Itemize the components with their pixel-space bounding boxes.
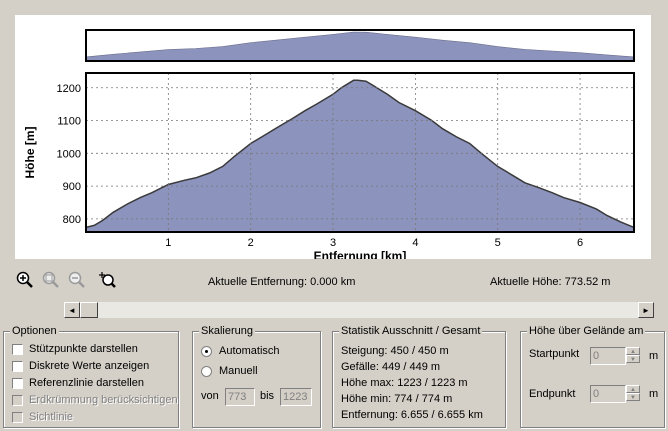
x-tick-label: 1 xyxy=(165,237,171,249)
y-tick-label: 900 xyxy=(63,181,81,193)
y-tick-label: 1000 xyxy=(57,148,81,160)
y-tick-label: 1100 xyxy=(57,116,81,128)
radio-button[interactable] xyxy=(201,345,212,357)
terrain-height-group: Höhe über Gelände am Startpunkt 0 ▲ ▼ m E… xyxy=(520,325,665,428)
start-point-label: Startpunkt xyxy=(529,348,580,360)
options-group-title: Optionen xyxy=(10,325,59,337)
scaling-group-title: Skalierung xyxy=(199,325,255,337)
x-tick-label: 4 xyxy=(412,237,418,249)
x-tick-label: 3 xyxy=(330,237,336,249)
overview-chart[interactable] xyxy=(15,15,651,75)
end-point-input[interactable]: 0 xyxy=(590,385,626,403)
scale-from-field[interactable]: 773 xyxy=(225,388,255,406)
x-axis-label: Entfernung [km] xyxy=(314,249,407,259)
plot-frame xyxy=(85,72,635,233)
stat-max-height: Höhe max: 1223 / 1223 m xyxy=(341,377,468,389)
start-point-unit: m xyxy=(649,350,659,362)
from-label: von xyxy=(201,390,219,402)
current-distance-readout: Aktuelle Entfernung: 0.000 km xyxy=(208,276,356,288)
end-point-stepper[interactable]: 0 ▲ ▼ xyxy=(590,385,640,403)
zoom-reset-icon[interactable] xyxy=(97,270,117,290)
option-show-points[interactable]: Stützpunkte darstellen xyxy=(12,343,138,355)
checkbox[interactable] xyxy=(12,360,23,372)
elevation-line xyxy=(85,79,635,229)
elevation-area xyxy=(86,80,634,232)
checkbox xyxy=(12,394,23,406)
option-line-of-sight: Sichtlinie xyxy=(12,411,73,423)
spin-up-icon[interactable]: ▲ xyxy=(626,347,640,355)
scroll-left-button[interactable]: ◄ xyxy=(64,302,80,318)
stat-descent: Gefälle: 449 / 449 m xyxy=(341,361,441,373)
scaling-group: Skalierung Automatisch Manuell von 773 b… xyxy=(192,325,321,428)
overview-area xyxy=(85,31,635,62)
stat-distance: Entfernung: 6.655 / 6.655 km xyxy=(341,409,483,421)
zoom-window-icon[interactable] xyxy=(41,270,61,290)
option-reference-line[interactable]: Referenzlinie darstellen xyxy=(12,377,144,389)
end-point-unit: m xyxy=(649,388,659,400)
zoom-in-icon[interactable] xyxy=(15,270,35,290)
radio-automatic[interactable]: Automatisch xyxy=(201,345,280,357)
x-tick-label: 2 xyxy=(248,237,254,249)
y-tick-label: 1200 xyxy=(57,83,81,95)
option-earth-curvature: Erdkrümmung berücksichtigen xyxy=(12,394,178,406)
statistics-group: Statistik Ausschnitt / Gesamt Steigung: … xyxy=(332,325,506,428)
scale-to-field[interactable]: 1223 xyxy=(280,388,312,406)
options-group: Optionen Stützpunkte darstellen Diskrete… xyxy=(3,325,179,428)
statistics-group-title: Statistik Ausschnitt / Gesamt xyxy=(339,325,483,337)
to-label: bis xyxy=(260,390,275,402)
radio-manual[interactable]: Manuell xyxy=(201,365,258,377)
checkbox xyxy=(12,411,23,423)
spin-down-icon[interactable]: ▼ xyxy=(626,355,640,363)
horizontal-scrollbar[interactable] xyxy=(64,302,654,318)
option-discrete-values[interactable]: Diskrete Werte anzeigen xyxy=(12,360,149,372)
y-tick-label: 800 xyxy=(63,214,81,226)
y-axis-label: Höhe [m] xyxy=(23,127,37,179)
elevation-chart[interactable]: 1 2 3 4 5 6 800 900 1000 1100 1200 Entfernung [km] H… xyxy=(15,65,651,259)
current-height-readout: Aktuelle Höhe: 773.52 m xyxy=(490,276,611,288)
zoom-out-icon[interactable] xyxy=(67,270,87,290)
end-point-label: Endpunkt xyxy=(529,388,576,400)
scroll-thumb[interactable] xyxy=(80,302,98,318)
start-point-input[interactable]: 0 xyxy=(590,347,626,365)
x-tick-label: 5 xyxy=(495,237,501,249)
profile-plot-area: 1 2 3 4 5 6 800 900 1000 1100 1200 Entfernung [km] H… xyxy=(15,15,651,259)
radio-button[interactable] xyxy=(201,365,212,377)
spin-down-icon[interactable]: ▼ xyxy=(626,393,640,401)
checkbox[interactable] xyxy=(12,377,23,389)
overview-frame xyxy=(85,29,635,62)
terrain-group-title: Höhe über Gelände am xyxy=(527,325,646,337)
checkbox[interactable] xyxy=(12,343,23,355)
spin-up-icon[interactable]: ▲ xyxy=(626,385,640,393)
start-point-stepper[interactable]: 0 ▲ ▼ xyxy=(590,347,640,365)
stat-ascent: Steigung: 450 / 450 m xyxy=(341,345,449,357)
stat-min-height: Höhe min: 774 / 774 m xyxy=(341,393,453,405)
x-tick-label: 6 xyxy=(577,237,583,249)
scroll-right-button[interactable]: ► xyxy=(638,302,654,318)
